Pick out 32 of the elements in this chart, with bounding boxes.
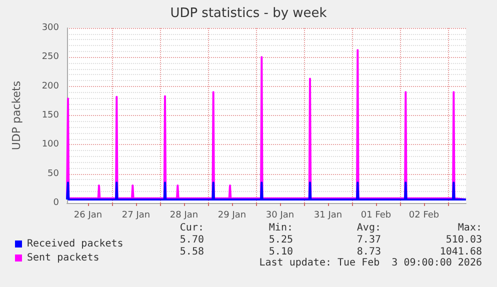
x-tick-label: 28 Jan (170, 210, 198, 220)
text: 7.37 (356, 234, 381, 246)
x-tick-label: 01 Feb (360, 210, 392, 220)
x-tick-label: 31 Jan (314, 210, 342, 220)
text: 5.10 (268, 246, 293, 258)
text: 5.70 (180, 234, 204, 246)
text: 5.25 (268, 234, 293, 246)
text: Cur: (180, 222, 204, 234)
legend-label: Sent packets (27, 252, 100, 264)
text: Last update: Tue Feb 3 09:00:00 2026 (259, 258, 482, 268)
text: Min: (268, 222, 293, 234)
text: 8.73 (356, 246, 381, 258)
chart-title: UDP statistics - by week (170, 6, 328, 21)
text: Avg: (356, 222, 381, 234)
y-tick-label: 100 (42, 140, 60, 150)
y-tick-label: 50 (48, 168, 60, 179)
y-axis-title: UDP packets (10, 80, 23, 150)
y-tick-label: 150 (42, 110, 60, 120)
y-tick-label: 200 (42, 81, 60, 92)
y-tick-label: 0 (53, 198, 60, 208)
x-tick-label: 26 Jan (74, 210, 102, 220)
text: 510.03 (446, 234, 482, 246)
x-tick-label: 02 Feb (408, 210, 440, 220)
x-tick-label: 27 Jan (122, 210, 150, 220)
x-tick-label: 29 Jan (218, 210, 246, 220)
legend-label: Received packets (27, 238, 124, 250)
text: 5.58 (180, 246, 204, 258)
y-tick-label: 300 (42, 23, 60, 33)
x-tick-label: 30 Jan (266, 210, 294, 220)
text: Max: (458, 222, 482, 234)
text: 1041.68 (440, 246, 482, 258)
y-tick-label: 250 (42, 52, 60, 62)
